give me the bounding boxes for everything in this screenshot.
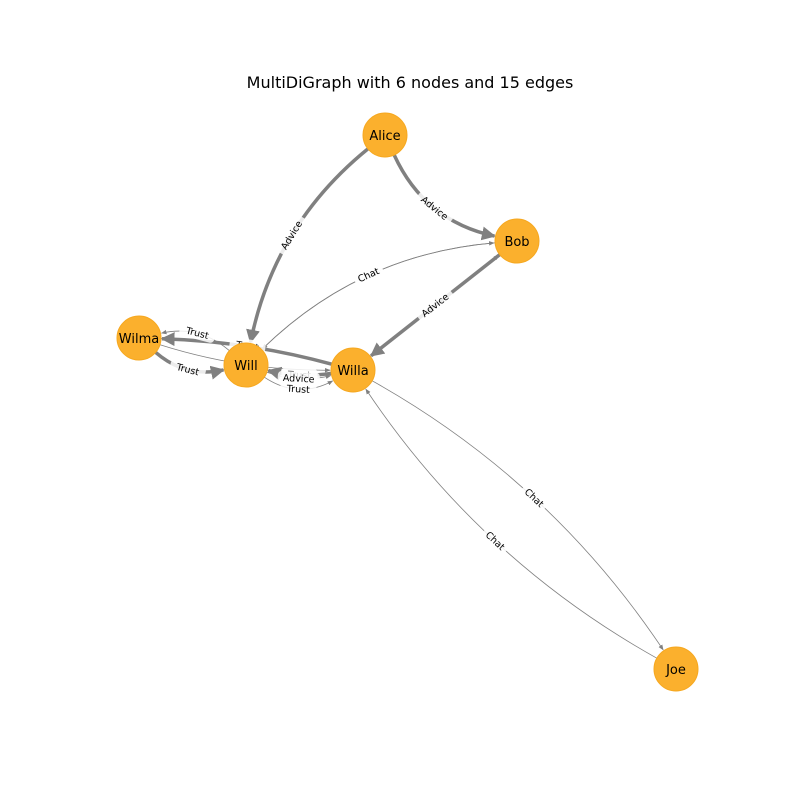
edge-alice-will	[246, 147, 370, 344]
edge-label: Advice	[415, 191, 454, 225]
node-bob: Bob	[494, 218, 540, 264]
node-label: Joe	[665, 663, 686, 678]
graph-title: MultiDiGraph with 6 nodes and 15 edges	[247, 73, 574, 92]
node-circle	[330, 347, 376, 393]
edge-label: Advice	[276, 215, 307, 255]
edge-bob-will	[261, 242, 496, 350]
edge-label: Advice	[415, 288, 454, 322]
edges-layer	[154, 147, 664, 659]
node-label: Wilma	[119, 332, 159, 347]
node-circle	[223, 342, 269, 388]
edge-label-text: Chat	[356, 266, 381, 285]
node-wilma: Wilma	[116, 315, 162, 361]
edge-label-text: Advice	[283, 373, 315, 386]
node-circle	[494, 218, 540, 264]
node-label: Alice	[369, 129, 400, 144]
node-alice: Alice	[362, 112, 408, 158]
edge-label: Advice	[277, 370, 320, 386]
edge-will-bob	[261, 241, 495, 350]
node-circle	[653, 646, 699, 692]
node-label: Will	[234, 359, 257, 374]
edge-label-text: Trust	[174, 362, 200, 379]
node-circle	[116, 315, 162, 361]
node-will: Will	[223, 342, 269, 388]
node-label: Willa	[337, 364, 368, 379]
edge-label-text: Advice	[279, 219, 305, 252]
edge-label: Chat	[353, 263, 384, 286]
node-willa: Willa	[330, 347, 376, 393]
edge-willa-joe	[372, 380, 664, 651]
node-label: Bob	[504, 235, 529, 250]
edge-label: Trust	[169, 359, 207, 380]
node-joe: Joe	[653, 646, 699, 692]
edge-label: Trust	[280, 381, 317, 397]
edge-joe-willa	[365, 388, 657, 659]
nodes-layer: Alice Bob Wilma Will Willa Joe	[116, 112, 699, 692]
edge-label-text: Trust	[285, 384, 310, 396]
node-circle	[362, 112, 408, 158]
